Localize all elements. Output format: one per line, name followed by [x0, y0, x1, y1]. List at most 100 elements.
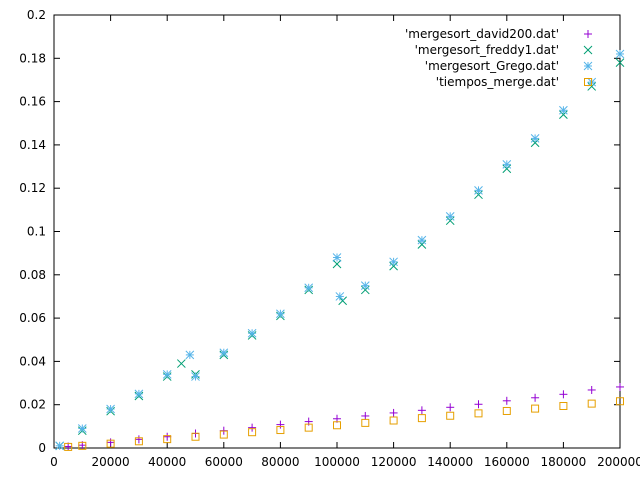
- legend-label: 'tiempos_merge.dat': [436, 75, 559, 89]
- y-tick-label: 0.06: [19, 311, 46, 325]
- data-point: [360, 285, 370, 295]
- legend-marker: [583, 61, 593, 71]
- x-tick-label: 0: [50, 455, 58, 469]
- data-point: [106, 439, 115, 448]
- data-point: [559, 401, 568, 410]
- data-point: [276, 426, 285, 435]
- data-point: [502, 164, 512, 174]
- y-axis: 0 0.02 0.04 0.06 0.08 0.1 0.12 0.14 0.16 0.18 0.2: [19, 8, 620, 455]
- data-point: [474, 400, 483, 409]
- legend-marker: [584, 78, 592, 86]
- x-tick-label: 180000: [540, 455, 586, 469]
- data-point: [474, 409, 483, 418]
- data-point: [417, 240, 427, 249]
- data-point: [474, 190, 483, 200]
- data-point: [134, 435, 143, 444]
- data-point: [134, 437, 143, 446]
- legend-marker: [583, 45, 593, 55]
- data-point: [559, 105, 568, 115]
- data-point: [55, 441, 65, 451]
- data-point: [446, 403, 455, 412]
- data-point: [389, 416, 398, 425]
- data-point: [559, 390, 568, 399]
- data-point: [417, 406, 426, 415]
- data-point: [559, 110, 568, 119]
- data-point: [587, 82, 597, 91]
- x-tick-label: 60000: [205, 455, 243, 469]
- legend-label: 'mergesort_freddy1.dat': [415, 43, 559, 57]
- data-point: [446, 411, 455, 420]
- data-point: [502, 160, 512, 169]
- data-point: [417, 414, 426, 423]
- data-point: [191, 432, 200, 441]
- data-point: [335, 292, 345, 301]
- y-tick-label: 0.16: [19, 95, 46, 109]
- data-point: [64, 442, 73, 451]
- data-point: [248, 423, 257, 432]
- x-tick-label: 80000: [261, 455, 299, 469]
- data-point: [134, 389, 144, 399]
- data-point: [185, 350, 195, 360]
- data-point: [77, 424, 87, 433]
- data-point: [615, 49, 625, 59]
- legend-label: 'mergesort_david200.dat': [405, 27, 559, 41]
- legend-label: 'mergesort_Grego.dat': [425, 59, 559, 73]
- data-point: [304, 283, 314, 293]
- x-tick-label: 160000: [484, 455, 530, 469]
- data-point: [502, 396, 511, 405]
- data-point: [247, 328, 257, 338]
- y-tick-label: 0.08: [19, 268, 46, 282]
- x-axis: 0 20000 40000 60000 80000 100000 120000 140000 1…: [50, 15, 640, 469]
- data-point: [389, 261, 398, 271]
- data-point: [474, 186, 483, 195]
- data-point: [219, 348, 229, 358]
- data-point: [219, 430, 228, 439]
- data-point: [162, 370, 172, 379]
- y-tick-label: 0.12: [19, 181, 46, 195]
- x-tick-label: 120000: [371, 455, 417, 469]
- data-point: [615, 58, 625, 67]
- series-plus: [64, 382, 624, 451]
- series-box: [64, 397, 624, 451]
- data-point: [191, 372, 200, 381]
- data-point: [531, 393, 540, 402]
- data-point: [445, 211, 455, 221]
- data-point: [163, 435, 172, 444]
- series-star: [55, 49, 625, 451]
- data-point: [304, 423, 313, 432]
- x-tick-label: 100000: [314, 455, 360, 469]
- data-point: [276, 420, 285, 429]
- y-tick-label: 0.2: [27, 8, 46, 22]
- data-point: [163, 432, 172, 441]
- legend-marker: [584, 30, 592, 38]
- data-point: [616, 382, 624, 391]
- data-point: [445, 216, 455, 226]
- x-tick-label: 20000: [92, 455, 130, 469]
- y-tick-label: 0.1: [27, 225, 46, 239]
- data-point: [361, 418, 370, 427]
- x-tick-label: 140000: [427, 455, 473, 469]
- data-point: [106, 404, 115, 414]
- data-point: [333, 421, 341, 430]
- x-tick-label: 200000: [597, 455, 640, 469]
- data-point: [360, 281, 370, 290]
- y-tick-label: 0: [38, 441, 46, 455]
- y-tick-label: 0.04: [19, 354, 46, 368]
- y-tick-label: 0.02: [19, 398, 46, 412]
- data-point: [389, 257, 398, 267]
- data-point: [276, 309, 285, 319]
- data-point: [417, 235, 427, 245]
- data-point: [332, 253, 342, 262]
- data-point: [106, 438, 115, 447]
- data-point: [389, 408, 398, 417]
- y-tick-label: 0.18: [19, 51, 46, 65]
- data-point: [531, 404, 540, 413]
- legend: 'mergesort_david200.dat' 'mergesort_fredd…: [405, 27, 593, 89]
- data-points: [55, 49, 625, 451]
- y-tick-label: 0.14: [19, 138, 46, 152]
- data-point: [78, 441, 87, 450]
- data-point: [530, 134, 540, 143]
- data-point: [176, 359, 186, 368]
- data-point: [248, 428, 257, 437]
